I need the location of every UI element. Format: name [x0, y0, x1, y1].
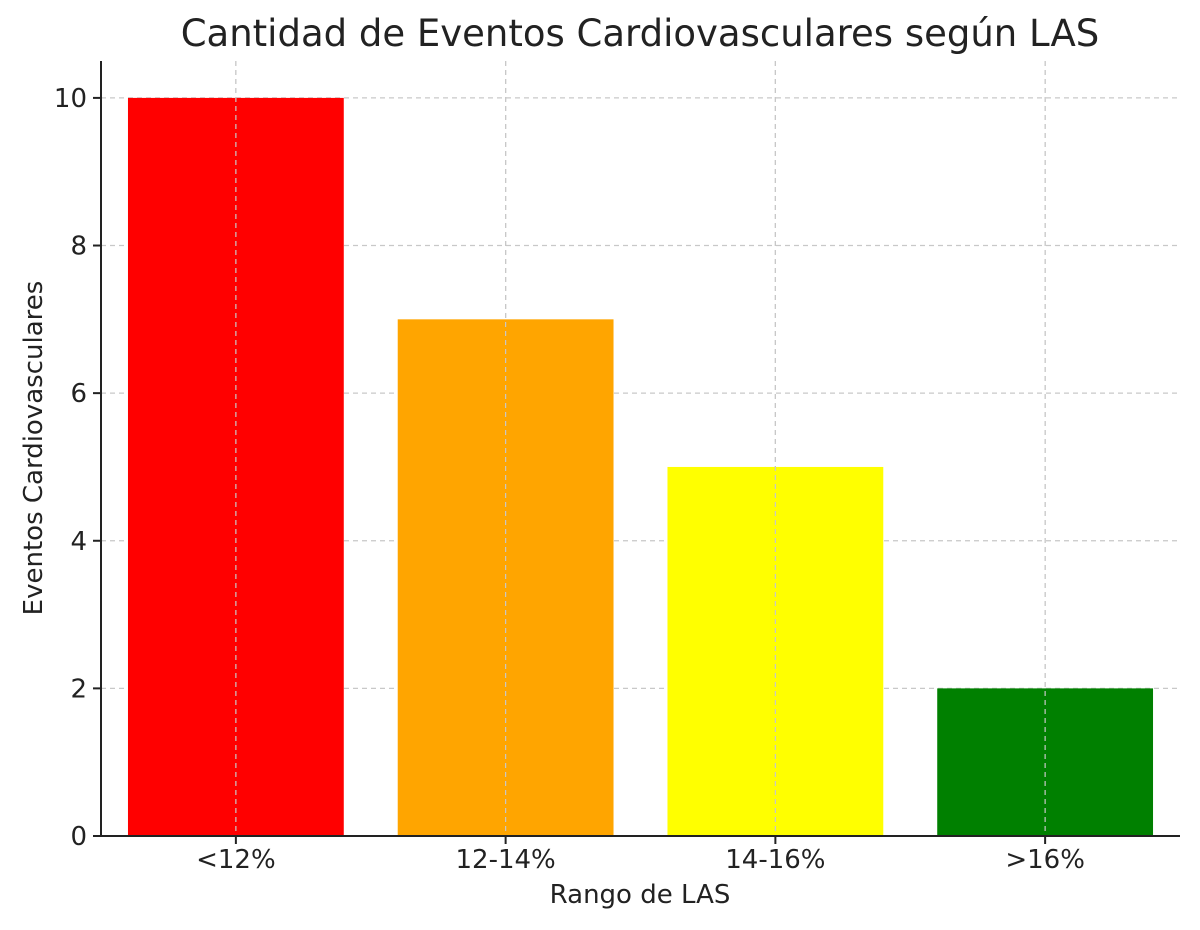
x-tick-label: 12-14%	[455, 845, 555, 875]
y-ticks: 0 2 4 6 8 10	[54, 84, 101, 852]
x-axis-label: Rango de LAS	[550, 880, 731, 910]
x-tick-label: <12%	[196, 845, 276, 875]
bars	[127, 61, 1154, 836]
y-tick-label: 4	[70, 527, 87, 557]
y-tick-label: 2	[70, 674, 87, 704]
y-axis-label: Eventos Cardiovasculares	[19, 281, 49, 616]
y-tick-label: 10	[54, 84, 87, 114]
x-ticks: <12% 12-14% 14-16% >16%	[196, 836, 1085, 875]
axes	[100, 61, 1180, 837]
chart-title: Cantidad de Eventos Cardiovasculares seg…	[181, 12, 1100, 55]
y-tick-label: 8	[70, 232, 87, 262]
x-tick-label: 14-16%	[725, 845, 825, 875]
x-tick-label: >16%	[1005, 845, 1085, 875]
y-tick-label: 0	[70, 822, 87, 852]
y-tick-label: 6	[70, 379, 87, 409]
